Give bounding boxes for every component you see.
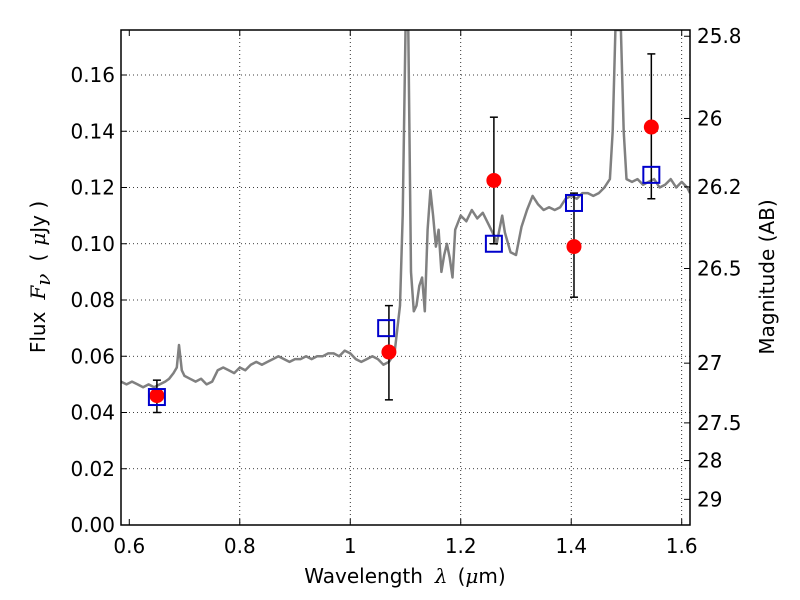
red-data-point (486, 172, 502, 188)
blue-square-point (147, 388, 166, 407)
y-tick-label: 0.10 (70, 232, 115, 256)
x-tick-label: 0.8 (224, 534, 256, 558)
y-axis-title: Flux Fν ( μJy ) (26, 201, 55, 353)
x-tick-label: 0.6 (113, 534, 145, 558)
spectrum-line-layer (121, 30, 690, 389)
y-tick-label: 0.12 (70, 176, 115, 200)
x-axis-ticks: 0.6 0.8 1 1.2 1.4 1.6 (113, 30, 698, 558)
y-tick-label: 0.08 (70, 288, 115, 312)
plot-frame (120, 29, 691, 526)
right-tick-label: 27 (697, 351, 722, 375)
right-tick-label: 25.8 (697, 24, 742, 48)
y-tick-label: 0.16 (70, 63, 115, 87)
right-axis-ticks: 25.8 26 26.2 26.5 27 27.5 28 29 (684, 24, 742, 511)
right-tick-label: 26.5 (697, 256, 742, 280)
red-data-point (381, 344, 397, 360)
right-tick-label: 26.2 (697, 175, 742, 199)
red-data-point (566, 239, 582, 255)
y-tick-label: 0.04 (70, 401, 115, 425)
right-tick-label: 26 (697, 106, 722, 130)
x-tick-label: 1.6 (666, 534, 698, 558)
red-data-point (643, 119, 659, 135)
spectrum-line (121, 30, 690, 389)
x-tick-label: 1.4 (555, 534, 587, 558)
y-axis-ticks: 0.00 0.02 0.04 0.06 0.08 0.10 0.12 0.14 0.16 (70, 63, 127, 537)
right-axis-title: Magnitude (AB) (755, 199, 779, 354)
y-tick-label: 0.06 (70, 344, 115, 368)
data-points-layer (147, 119, 661, 407)
x-tick-label: 1.2 (445, 534, 477, 558)
blue-square-point (642, 165, 661, 184)
y-tick-label: 0.00 (70, 513, 115, 537)
blue-square-point (564, 193, 583, 212)
right-tick-label: 29 (697, 487, 722, 511)
blue-square-point (484, 234, 503, 253)
x-tick-label: 1 (344, 534, 357, 558)
right-tick-label: 27.5 (697, 411, 742, 435)
x-axis-title: Wavelength λ (μm) (304, 564, 505, 588)
right-tick-label: 28 (697, 449, 722, 473)
blue-square-point (377, 319, 396, 338)
y-tick-label: 0.14 (70, 119, 115, 143)
y-tick-label: 0.02 (70, 457, 115, 481)
red-data-point (149, 388, 165, 404)
